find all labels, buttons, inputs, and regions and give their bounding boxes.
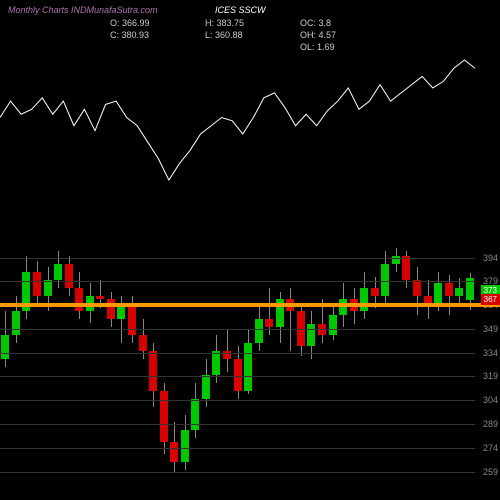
candle	[202, 375, 210, 399]
line-chart	[0, 50, 475, 190]
candle	[434, 283, 442, 304]
candle	[170, 442, 178, 463]
y-tick-label: 334	[483, 348, 498, 358]
stat-close: C: 380.93	[110, 30, 149, 40]
price-tag: 367	[481, 294, 500, 305]
y-tick-label: 394	[483, 253, 498, 263]
candle	[75, 288, 83, 312]
candle	[381, 264, 389, 296]
candle	[65, 264, 73, 288]
y-tick-label: 304	[483, 395, 498, 405]
y-tick-label: 349	[483, 324, 498, 334]
highlight-line	[0, 303, 500, 307]
candle	[402, 256, 410, 280]
chart-title-right: ICES SSCW	[215, 5, 266, 15]
y-tick-label: 289	[483, 419, 498, 429]
stat-high: H: 383.75	[205, 18, 244, 28]
candle	[445, 283, 453, 296]
candle	[160, 391, 168, 442]
stat-oh: OH: 4.57	[300, 30, 336, 40]
candle	[1, 335, 9, 359]
y-tick-label: 319	[483, 371, 498, 381]
candle	[255, 319, 263, 343]
candlestick-chart	[0, 248, 475, 478]
stat-low: L: 360.88	[205, 30, 243, 40]
candle	[234, 359, 242, 391]
candle	[96, 296, 104, 299]
candle	[360, 288, 368, 312]
candle	[244, 343, 252, 391]
candle	[54, 264, 62, 280]
y-tick-label: 274	[483, 443, 498, 453]
chart-title-left: Monthly Charts INDMunafaSutra.com	[8, 5, 158, 15]
candle	[139, 335, 147, 351]
candle	[265, 319, 273, 327]
candle	[191, 399, 199, 431]
stat-open: O: 366.99	[110, 18, 150, 28]
candle	[212, 351, 220, 375]
stat-oc: OC: 3.8	[300, 18, 331, 28]
candle	[307, 324, 315, 346]
candle	[12, 311, 20, 335]
candle	[128, 304, 136, 336]
candle	[329, 315, 337, 336]
y-tick-label: 259	[483, 467, 498, 477]
candle	[149, 351, 157, 391]
candle	[371, 288, 379, 296]
candle	[455, 288, 463, 296]
candle	[33, 272, 41, 296]
candle	[107, 299, 115, 320]
candle	[181, 430, 189, 462]
